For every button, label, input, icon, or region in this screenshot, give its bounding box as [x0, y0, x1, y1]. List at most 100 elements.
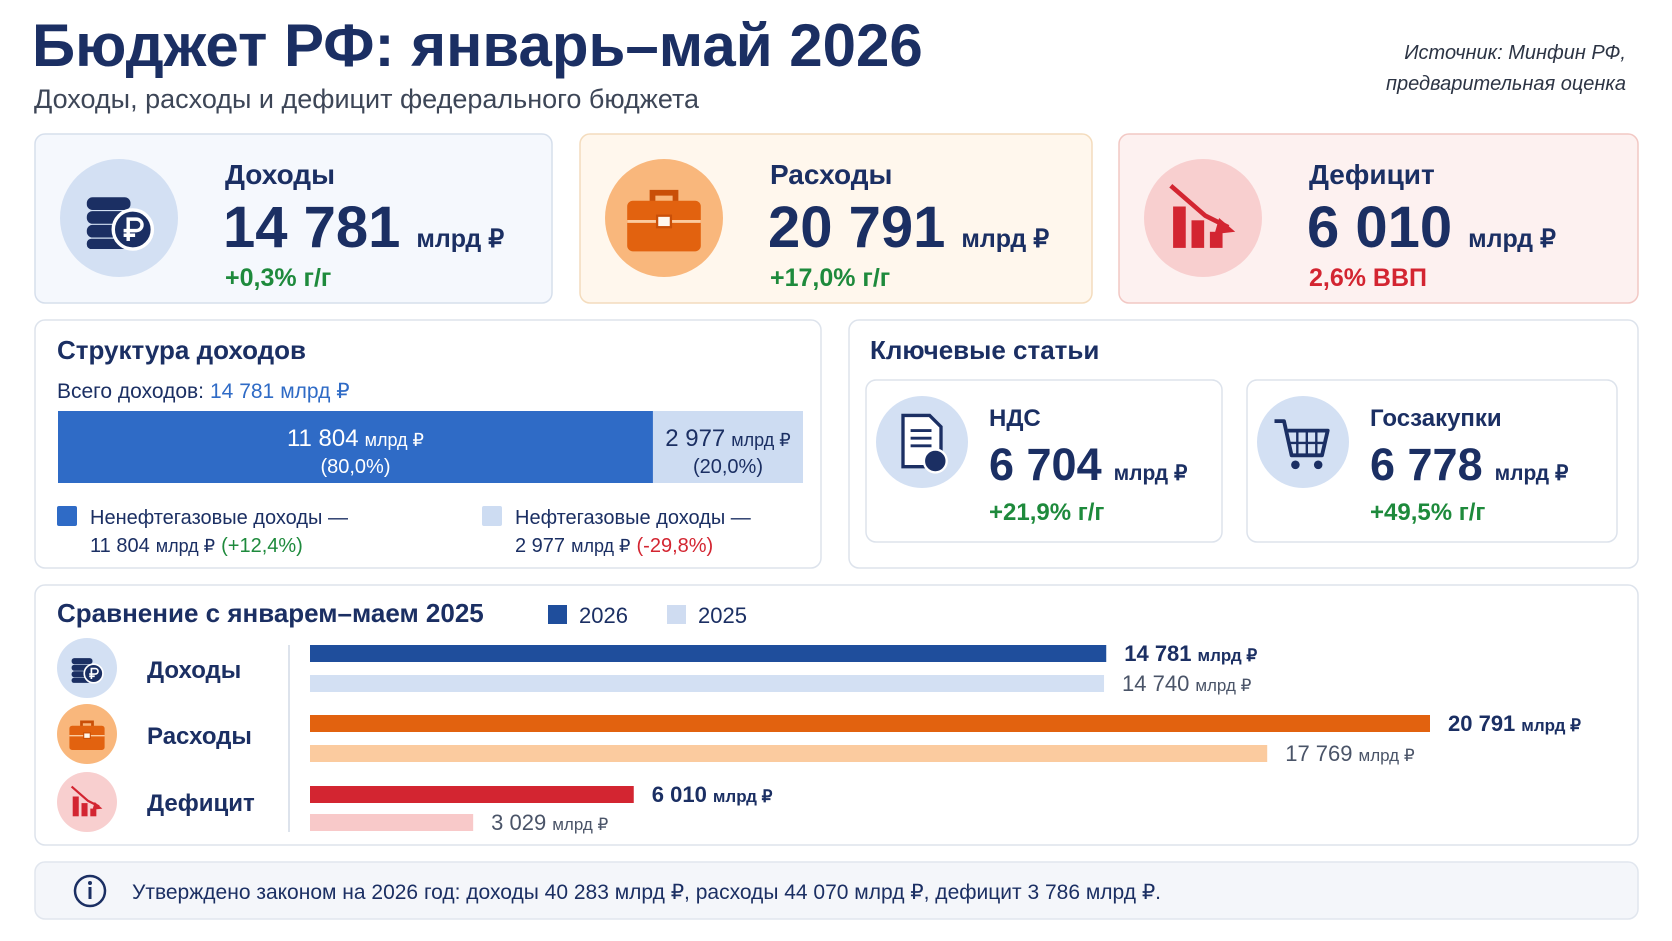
segment-unit: млрд ₽	[731, 430, 790, 450]
segment-label: 11 804 млрд ₽	[287, 425, 424, 452]
legend-label: 2026	[579, 603, 628, 628]
kpi-card	[1118, 133, 1639, 304]
icon	[71, 658, 104, 684]
comparison-bar	[310, 645, 1107, 662]
bar-unit: млрд ₽	[1521, 716, 1581, 735]
legend-name: Нефтегазовые доходы —	[515, 507, 751, 529]
bar-value: 3 029	[491, 810, 546, 835]
source: Источник: Минфин РФ,	[1404, 42, 1626, 64]
row-label: Доходы	[147, 657, 241, 684]
icon-part	[1313, 460, 1323, 470]
comparison-bar	[310, 715, 1430, 732]
total: Всего доходов: 14 781 млрд ₽	[57, 380, 350, 403]
kpi-label: Доходы	[225, 159, 335, 190]
icon-part	[1209, 231, 1223, 248]
segment-value: 11 804	[287, 425, 359, 452]
bar-value: 17 769	[1285, 741, 1352, 766]
bar-label: 14 781 млрд ₽	[1124, 641, 1257, 666]
icon	[1169, 184, 1236, 248]
segment-label: 2 977 млрд ₽	[665, 425, 791, 452]
item-value: 6 778 млрд ₽	[1370, 439, 1569, 490]
kpi-change: 2,6% ВВП	[1309, 264, 1427, 292]
bar-unit: млрд ₽	[1195, 676, 1251, 695]
icon-part	[123, 217, 144, 241]
legend-swatch	[482, 506, 502, 526]
bar-value: 20 791	[1448, 711, 1515, 736]
bar-label: 17 769 млрд ₽	[1285, 741, 1415, 766]
panel-title: Ключевые статьи	[870, 335, 1099, 365]
icon-part	[71, 658, 93, 665]
bar-unit: млрд ₽	[1359, 746, 1415, 765]
kpi-label: Расходы	[770, 159, 892, 190]
bar-label: 6 010 млрд ₽	[652, 782, 773, 807]
legend-swatch	[548, 605, 567, 624]
total-label: Всего доходов:	[57, 380, 204, 403]
icon-part	[649, 189, 679, 202]
legend-change: (+12,4%)	[221, 535, 303, 557]
icon	[901, 413, 948, 474]
icon-part	[1191, 220, 1205, 248]
item-unit: млрд ₽	[1114, 462, 1188, 485]
item-label: НДС	[989, 405, 1041, 432]
info-icon	[73, 874, 107, 908]
item-label: Госзакупки	[1370, 405, 1502, 432]
panel-title: Структура доходов	[57, 335, 306, 365]
kpi-number: 6 010	[1307, 195, 1452, 260]
structure-segment	[652, 411, 803, 483]
icon-part	[1173, 206, 1186, 248]
bar-value: 14 740	[1122, 671, 1189, 696]
icon-part	[81, 803, 88, 817]
comparison-bar	[310, 786, 634, 803]
kpi-unit: млрд ₽	[961, 225, 1049, 253]
page-title: Бюджет РФ: январь–май 2026	[32, 12, 923, 79]
legend-value: 11 804 млрд ₽ (+12,4%)	[90, 535, 303, 557]
icon-circle	[57, 772, 117, 832]
kpi-number: 14 781	[223, 195, 400, 260]
bar-label: 3 029 млрд ₽	[491, 810, 608, 835]
icon	[627, 189, 701, 252]
legend-label: 2025	[698, 603, 747, 628]
bar-unit: млрд ₽	[1198, 646, 1258, 665]
bar-label: 20 791 млрд ₽	[1448, 711, 1581, 736]
comparison-bar	[310, 814, 474, 831]
total-value: 14 781	[210, 380, 274, 403]
kpi-value: 14 781 млрд ₽	[223, 195, 504, 260]
legend-change: (-29,8%)	[637, 535, 714, 557]
icon-part	[86, 197, 131, 210]
icon-part	[72, 796, 79, 817]
legend-number: 2 977	[515, 535, 565, 557]
kpi-number: 20 791	[768, 195, 945, 260]
icon-part	[655, 214, 673, 229]
kpi-value: 6 010 млрд ₽	[1307, 195, 1556, 260]
total-unit: млрд ₽	[280, 380, 349, 403]
bar-label: 14 740 млрд ₽	[1122, 671, 1252, 696]
bar-unit: млрд ₽	[713, 787, 773, 806]
kpi-change: +0,3% г/г	[225, 264, 331, 292]
comparison-bar	[310, 745, 1268, 762]
icon-part	[1291, 460, 1300, 470]
icon-part	[1214, 218, 1236, 235]
item-number: 6 778	[1370, 439, 1483, 490]
icon-part	[90, 808, 97, 817]
row-label: Расходы	[147, 723, 252, 750]
kpi-card	[579, 133, 1093, 304]
icon	[86, 197, 155, 251]
item-change: +21,9% г/г	[989, 499, 1104, 526]
icon-part	[92, 802, 103, 810]
kpi-value: 20 791 млрд ₽	[768, 195, 1049, 260]
source: предварительная оценка	[1386, 73, 1626, 95]
kpi-unit: млрд ₽	[416, 225, 504, 253]
row-label: Дефицит	[147, 790, 255, 817]
kpi-change: +17,0% г/г	[770, 264, 890, 292]
kpi-unit: млрд ₽	[1468, 225, 1556, 253]
segment-unit: млрд ₽	[365, 430, 424, 450]
segment-value: 2 977	[665, 425, 725, 452]
legend-number: 11 804	[90, 535, 150, 557]
icon-circle	[1144, 159, 1262, 277]
panel-title: Сравнение с январем–маем 2025	[57, 598, 484, 628]
item-change: +49,5% г/г	[1370, 499, 1485, 526]
icon-part	[89, 667, 99, 680]
